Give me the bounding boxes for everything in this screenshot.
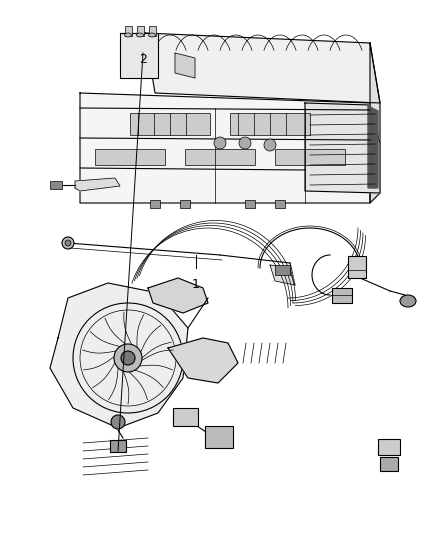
Polygon shape — [270, 265, 295, 285]
Ellipse shape — [148, 33, 155, 37]
Polygon shape — [75, 178, 120, 191]
Polygon shape — [305, 103, 380, 193]
Bar — [95, 149, 165, 165]
Bar — [378, 439, 400, 455]
Ellipse shape — [137, 33, 144, 37]
Bar — [149, 26, 156, 36]
Text: 2: 2 — [139, 53, 147, 66]
Bar — [50, 181, 62, 189]
Bar — [230, 113, 310, 135]
Polygon shape — [370, 43, 380, 203]
Circle shape — [62, 237, 74, 249]
Ellipse shape — [124, 33, 131, 37]
Bar — [275, 149, 345, 165]
Bar — [205, 426, 233, 448]
Polygon shape — [175, 53, 195, 78]
Ellipse shape — [400, 295, 416, 307]
Polygon shape — [145, 33, 380, 103]
Circle shape — [111, 415, 125, 429]
Circle shape — [264, 139, 276, 151]
Circle shape — [214, 137, 226, 149]
Circle shape — [114, 344, 142, 372]
Bar — [185, 149, 255, 165]
Circle shape — [121, 351, 135, 365]
Bar — [348, 256, 366, 278]
Bar — [275, 200, 285, 208]
Bar — [110, 440, 126, 452]
Circle shape — [65, 240, 71, 246]
Circle shape — [239, 137, 251, 149]
Text: 1: 1 — [192, 278, 200, 291]
Bar — [180, 200, 190, 208]
Bar — [125, 26, 132, 36]
Polygon shape — [148, 278, 208, 313]
Bar — [150, 200, 160, 208]
Polygon shape — [50, 283, 188, 428]
Polygon shape — [168, 338, 238, 383]
Bar — [245, 200, 255, 208]
Bar — [275, 265, 290, 275]
Bar — [332, 288, 352, 303]
Bar — [120, 33, 158, 78]
Polygon shape — [368, 106, 378, 188]
Bar — [137, 26, 144, 36]
Bar — [380, 457, 398, 471]
Bar — [173, 408, 198, 426]
Polygon shape — [80, 93, 370, 203]
Bar — [130, 113, 210, 135]
